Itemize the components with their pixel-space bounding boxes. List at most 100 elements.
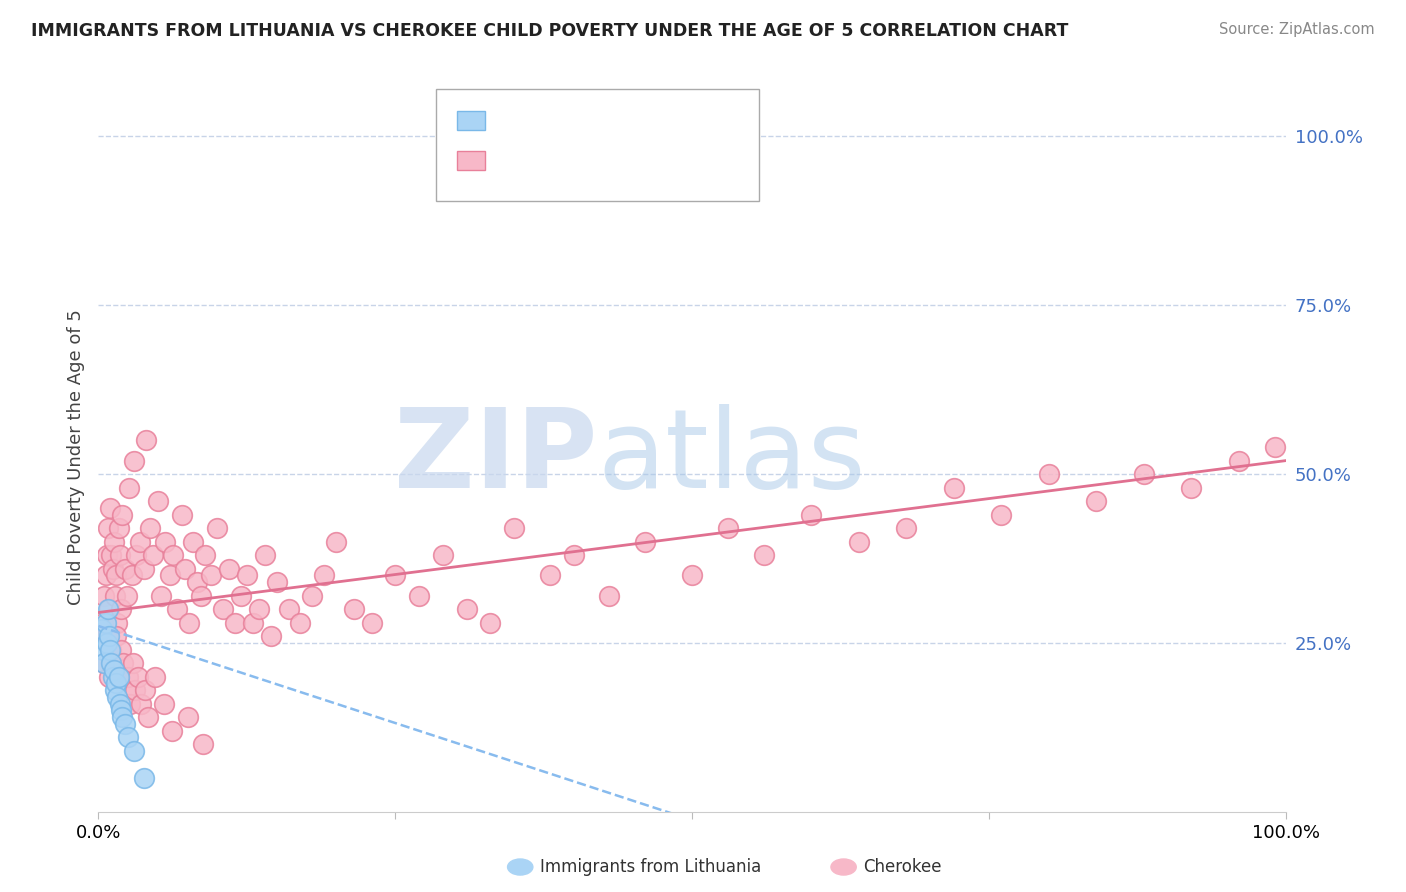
Text: ZIP: ZIP [394, 404, 598, 510]
Text: Source: ZipAtlas.com: Source: ZipAtlas.com [1219, 22, 1375, 37]
Point [152, 697, 174, 711]
Point [174, 561, 197, 575]
Point [1180, 481, 1202, 495]
Point [990, 508, 1012, 522]
Text: 0.287: 0.287 [543, 152, 595, 169]
Point [91, 615, 114, 630]
Text: 22: 22 [662, 112, 686, 129]
Text: R =: R = [496, 152, 527, 169]
Point [194, 548, 217, 562]
Point [242, 615, 264, 630]
Point [190, 589, 212, 603]
Text: N =: N = [616, 112, 647, 129]
Point [634, 534, 657, 549]
Point [150, 589, 173, 603]
Text: Immigrants from Lithuania: Immigrants from Lithuania [540, 858, 761, 876]
Point [111, 710, 134, 724]
Point [100, 548, 122, 562]
Point [117, 670, 139, 684]
Point [1038, 467, 1060, 481]
Point [98, 500, 121, 515]
Point [132, 561, 155, 575]
Point [170, 508, 193, 522]
Point [107, 670, 129, 684]
Point [121, 568, 143, 582]
Point [146, 494, 169, 508]
Point [1227, 453, 1250, 467]
Point [100, 642, 122, 657]
Text: N =: N = [616, 152, 647, 169]
Point [752, 548, 775, 562]
Point [136, 710, 159, 724]
Point [117, 731, 139, 745]
Point [360, 615, 382, 630]
Point [183, 534, 205, 549]
Point [166, 602, 188, 616]
Point [260, 629, 283, 643]
Point [681, 568, 703, 582]
Point [290, 615, 312, 630]
Point [432, 548, 454, 562]
Point [384, 568, 406, 582]
Point [122, 453, 145, 467]
Point [408, 589, 430, 603]
Point [562, 548, 585, 562]
Point [105, 676, 128, 690]
Point [101, 670, 124, 684]
Point [177, 615, 200, 630]
Point [325, 534, 347, 549]
Point [93, 656, 115, 670]
Text: R =: R = [496, 112, 527, 129]
Point [127, 670, 149, 684]
Point [103, 656, 125, 670]
Text: -0.041: -0.041 [543, 112, 602, 129]
Point [145, 670, 167, 684]
Point [132, 771, 155, 785]
Text: 107: 107 [662, 152, 697, 169]
Point [96, 548, 118, 562]
Point [100, 656, 122, 670]
Point [176, 710, 198, 724]
Point [110, 642, 132, 657]
Point [135, 434, 157, 448]
Point [456, 602, 478, 616]
Point [110, 602, 132, 616]
Point [111, 508, 134, 522]
Point [101, 561, 124, 575]
Point [118, 481, 141, 495]
Point [142, 548, 165, 562]
Point [538, 568, 561, 582]
Point [1264, 440, 1286, 454]
Point [114, 561, 136, 575]
Point [266, 575, 288, 590]
Point [800, 508, 823, 522]
Point [1133, 467, 1156, 481]
Point [125, 548, 148, 562]
Point [314, 568, 336, 582]
Point [105, 629, 128, 643]
Point [162, 548, 184, 562]
Point [253, 548, 276, 562]
Point [598, 589, 620, 603]
Point [159, 568, 181, 582]
Point [138, 521, 160, 535]
Point [160, 723, 183, 738]
Point [93, 656, 115, 670]
Point [107, 615, 129, 630]
Text: atlas: atlas [598, 404, 866, 510]
Point [98, 642, 121, 657]
Point [153, 534, 176, 549]
Point [848, 534, 870, 549]
Point [93, 589, 115, 603]
Point [98, 629, 121, 643]
Point [277, 602, 299, 616]
Point [105, 568, 128, 582]
Point [96, 629, 118, 643]
Point [108, 697, 131, 711]
Point [94, 615, 117, 630]
Point [112, 656, 135, 670]
Point [122, 656, 145, 670]
Point [107, 521, 129, 535]
Point [114, 717, 136, 731]
Point [247, 602, 270, 616]
